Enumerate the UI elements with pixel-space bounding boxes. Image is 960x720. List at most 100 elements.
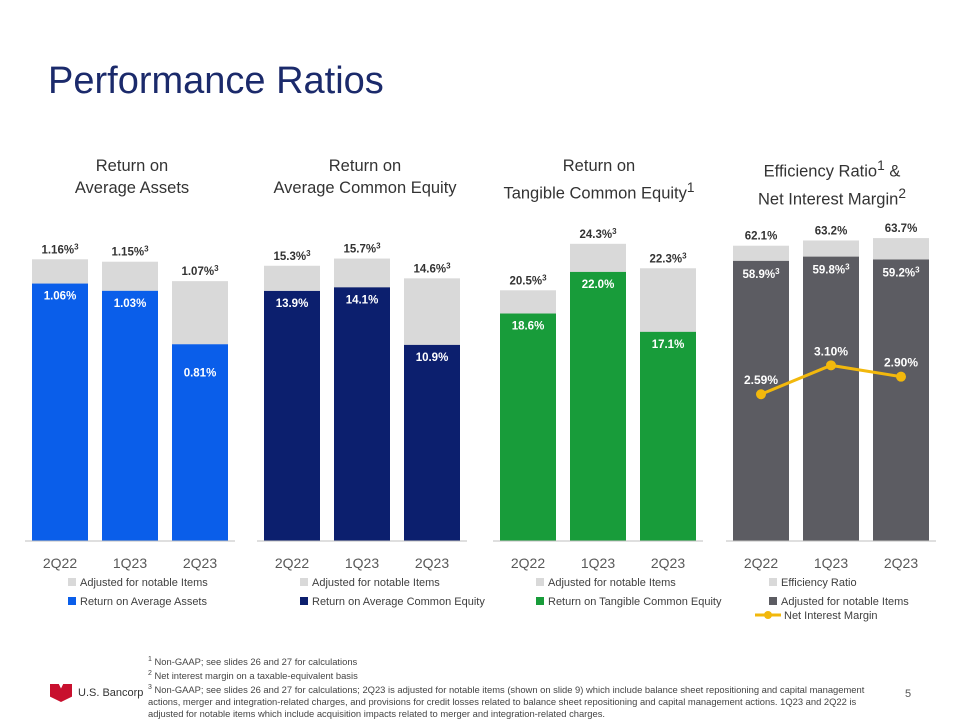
footnote-ref: 1 <box>686 180 695 195</box>
panel-title-roce: Return on Average Common Equity <box>250 155 480 199</box>
panel-title-line: Return on <box>562 157 636 175</box>
panel-title-efficiency: Efficiency Ratio1 & Net Interest Margin2 <box>717 155 947 210</box>
panel-title-line: Efficiency Ratio1 & <box>717 155 947 183</box>
data-label-value: 0.81% <box>184 367 217 379</box>
footnote: 1 Non-GAAP; see slides 26 and 27 for cal… <box>148 654 888 668</box>
data-label-adjusted: 15.7%3 <box>343 242 381 256</box>
footnote-text: Non-GAAP; see slides 26 and 27 for calcu… <box>148 684 865 720</box>
panel-title-roa: Return on Average Assets <box>17 155 247 199</box>
data-label-value: 22.0% <box>582 279 615 291</box>
footnote-number: 3 <box>148 684 152 692</box>
legend-label: Adjusted for notable Items <box>548 577 676 589</box>
data-label-adjusted: 20.5%3 <box>509 273 547 287</box>
logo-text: U.S. Bancorp <box>78 687 144 699</box>
footnote-number: 2 <box>148 670 152 678</box>
data-label-adjusted: 14.6%3 <box>413 261 451 275</box>
bar-segment <box>873 259 929 541</box>
footnote-ref: 2 <box>898 185 906 201</box>
panel-title-line: Net Interest Margin2 <box>717 183 947 211</box>
panel-title-text: Efficiency Ratio <box>763 162 878 181</box>
x-tick-label: 2Q23 <box>183 555 217 571</box>
page-number: 5 <box>905 688 912 700</box>
legend-label: Return on Average Common Equity <box>312 596 485 608</box>
data-label-value: 13.9% <box>276 298 309 310</box>
bar-segment <box>334 287 390 541</box>
legend-label: Adjusted for notable Items <box>781 596 909 608</box>
page-title: Performance Ratios <box>48 60 384 102</box>
bar-segment <box>500 313 556 541</box>
panel-title-line: Average Assets <box>74 179 190 197</box>
legend-swatch <box>300 597 308 605</box>
x-tick-label: 2Q22 <box>43 555 77 571</box>
data-label-adjusted: 1.16%3 <box>41 242 79 256</box>
x-tick-label: 1Q23 <box>345 555 379 571</box>
charts-canvas: 1.16%3 1.06% 2Q22 1.15%3 1.03% 1Q23 1.07%3 0.81… <box>25 223 936 622</box>
data-label-adjusted: 58.9%3 <box>742 267 780 281</box>
data-label-efficiency: 62.1% <box>745 231 778 243</box>
panel-title-line: Tangible Common Equity1 <box>484 177 714 205</box>
line-point <box>896 371 906 382</box>
footnotes: 1 Non-GAAP; see slides 26 and 27 for cal… <box>148 654 888 720</box>
panel-title-text: Net Interest Margin <box>758 190 899 208</box>
legend-swatch <box>68 597 76 605</box>
bar-segment <box>733 260 789 541</box>
legend-swatch <box>68 578 76 586</box>
x-tick-label: 2Q23 <box>884 555 918 571</box>
bar-segment <box>404 344 460 541</box>
data-label-value: 10.9% <box>416 352 449 364</box>
data-label-nim: 3.10% <box>814 344 848 358</box>
panel-title-joiner: & <box>884 162 901 181</box>
legend-label: Net Interest Margin <box>784 610 878 622</box>
x-tick-label: 2Q22 <box>511 555 545 571</box>
data-label-adjusted: 1.07%3 <box>181 264 219 278</box>
x-tick-label: 1Q23 <box>814 555 848 571</box>
legend-label: Return on Average Assets <box>80 596 207 608</box>
data-label-value: 18.6% <box>512 321 545 333</box>
data-label-adjusted: 22.3%3 <box>649 251 687 265</box>
footnote: 2 Net interest margin on a taxable-equiv… <box>148 668 888 682</box>
panel-title-rotce: Return on Tangible Common Equity1 <box>484 155 714 205</box>
company-logo: U.S. Bancorp <box>50 684 143 702</box>
shield-icon <box>50 684 72 702</box>
data-label-adjusted: 24.3%3 <box>579 227 617 241</box>
bar-segment <box>102 290 158 541</box>
bar-segment <box>570 271 626 541</box>
panel-title-line: Average Common Equity <box>273 179 457 197</box>
data-label-adjusted: 59.8%3 <box>812 263 850 277</box>
x-tick-label: 1Q23 <box>113 555 147 571</box>
bar-segment <box>172 344 228 541</box>
panel-title-line: Return on <box>328 157 402 175</box>
legend-label: Adjusted for notable Items <box>312 577 440 589</box>
legend-label: Adjusted for notable Items <box>80 577 208 589</box>
data-label-value: 14.1% <box>346 294 379 306</box>
bar-segment <box>264 290 320 541</box>
data-label-nim: 2.59% <box>744 373 778 387</box>
legend-swatch <box>300 578 308 586</box>
x-tick-label: 2Q22 <box>275 555 309 571</box>
bar-segment <box>32 283 88 541</box>
data-label-value: 1.03% <box>114 298 147 310</box>
data-label-adjusted: 1.15%3 <box>111 245 149 259</box>
x-tick-label: 2Q22 <box>744 555 778 571</box>
footnote-text: Non-GAAP; see slides 26 and 27 for calcu… <box>154 656 358 668</box>
data-label-adjusted: 15.3%3 <box>273 249 311 263</box>
legend-swatch <box>536 597 544 605</box>
line-point <box>756 389 766 400</box>
data-label-efficiency: 63.2% <box>815 225 848 237</box>
data-label-adjusted: 59.2%3 <box>882 265 920 279</box>
legend-swatch <box>536 578 544 586</box>
panel-title-text: Tangible Common Equity <box>503 184 687 203</box>
legend-swatch <box>769 597 777 605</box>
bar-segment <box>640 331 696 541</box>
legend-label: Efficiency Ratio <box>781 577 857 589</box>
footnote: 3 Non-GAAP; see slides 26 and 27 for cal… <box>148 682 888 720</box>
data-label-efficiency: 63.7% <box>885 223 918 235</box>
footnote-ref: 1 <box>877 158 885 173</box>
legend-swatch <box>769 578 777 586</box>
x-tick-label: 1Q23 <box>581 555 615 571</box>
x-tick-label: 2Q23 <box>651 555 685 571</box>
data-label-nim: 2.90% <box>884 356 918 370</box>
legend-label: Return on Tangible Common Equity <box>548 596 722 608</box>
line-point <box>826 360 836 371</box>
footnote-text: Net interest margin on a taxable-equival… <box>154 670 358 682</box>
